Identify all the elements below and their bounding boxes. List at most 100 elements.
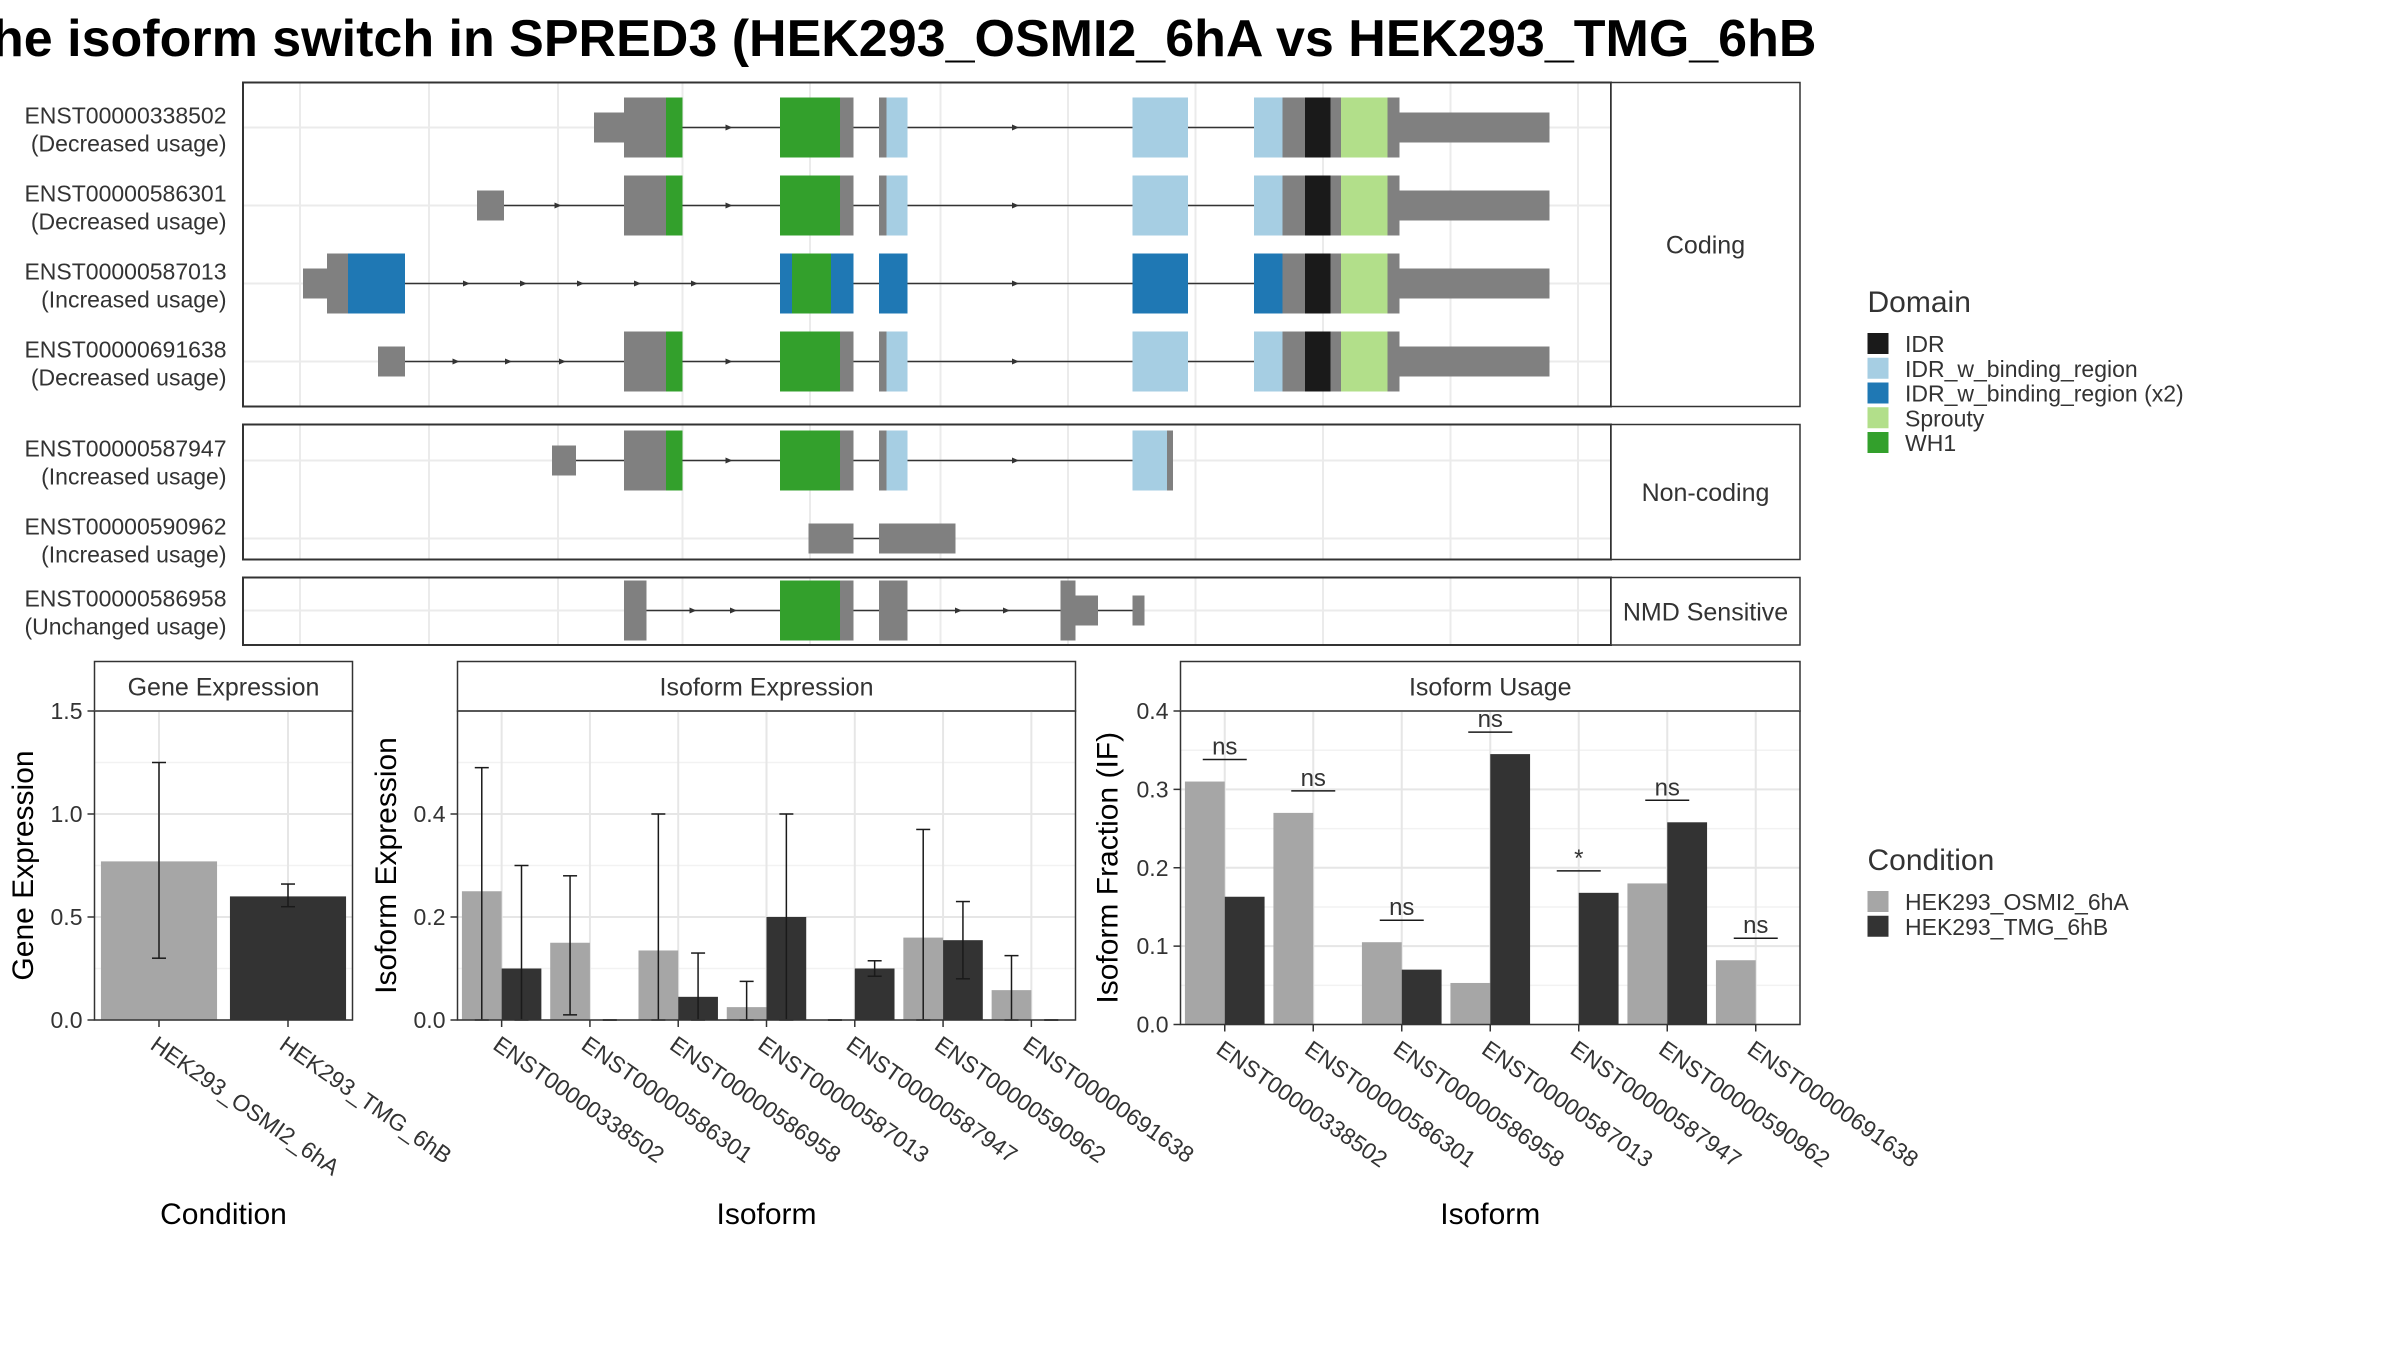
plot-frame	[456, 710, 1077, 1021]
legend-label: HEK293_OSMI2_6hA	[1905, 889, 2129, 915]
exon-block	[1387, 253, 1400, 314]
domain-block	[886, 175, 908, 236]
bar	[229, 896, 347, 1020]
exon-block	[1399, 346, 1550, 377]
domain-block	[780, 580, 840, 641]
isoform-id-label: ENST00000586301	[24, 181, 226, 207]
domain-block	[1305, 331, 1331, 392]
isoform-model	[477, 175, 1550, 236]
legend-swatch	[1867, 432, 1889, 453]
y-tick-label: 0.5	[51, 904, 83, 930]
exon-block	[879, 331, 887, 392]
intron-arrow	[730, 607, 737, 614]
exon-block	[378, 346, 405, 377]
domain-block	[666, 97, 683, 158]
intron-arrow	[955, 607, 962, 614]
domain-block	[780, 331, 840, 392]
bar	[854, 968, 895, 1020]
bar	[1715, 960, 1756, 1025]
exon-block	[1330, 175, 1341, 236]
exon-block	[1387, 175, 1400, 236]
domain-block	[1132, 97, 1188, 158]
bar	[1224, 896, 1265, 1025]
domain-block	[1132, 331, 1188, 392]
domain-block	[1254, 175, 1283, 236]
legend-swatch	[1867, 407, 1889, 429]
legend-label: Sprouty	[1905, 405, 1985, 431]
exon-block	[840, 430, 854, 491]
y-axis-title: Isoform Expression	[370, 737, 403, 994]
bar	[1667, 822, 1708, 1025]
exon-block	[879, 430, 887, 491]
intron-arrow	[1012, 124, 1019, 131]
isoform-model	[303, 253, 1550, 314]
isoform-usage-label: (Increased usage)	[41, 542, 226, 568]
exon-block	[1282, 175, 1305, 236]
significance-label: ns	[1478, 706, 1503, 733]
exon-block	[840, 175, 854, 236]
condition-legend-title: Condition	[1868, 844, 1995, 877]
exon-block	[1399, 268, 1550, 299]
domain-block	[1254, 97, 1283, 158]
intron-arrow	[725, 358, 733, 365]
intron-arrow	[725, 124, 733, 131]
domain-block	[886, 331, 908, 392]
chart-title-strip	[93, 660, 354, 712]
exon-block	[1399, 112, 1550, 143]
intron-arrow	[689, 607, 697, 614]
bar	[1273, 812, 1314, 1025]
significance-label: ns	[1212, 734, 1237, 761]
exon-block	[594, 112, 624, 143]
y-tick-label: 0.4	[1137, 698, 1169, 724]
intron-arrow	[505, 358, 512, 365]
isoform-usage-label: (Decreased usage)	[31, 131, 227, 157]
domain-block	[780, 430, 840, 491]
domain-block	[831, 253, 854, 314]
intron-arrow	[577, 280, 584, 287]
domain-block	[886, 430, 908, 491]
domain-block	[1132, 430, 1167, 491]
domain-block	[792, 253, 831, 314]
domain-block	[886, 97, 908, 158]
strip-box	[1610, 423, 1801, 561]
bar	[1627, 883, 1668, 1025]
significance-label: ns	[1743, 912, 1768, 939]
isoform-expression-chart: Isoform Expression0.00.20.4ENST000003385…	[370, 660, 1199, 1231]
domain-block	[1132, 253, 1188, 314]
legend-label: IDR	[1905, 331, 1945, 357]
significance-label: ns	[1655, 774, 1680, 801]
legend-swatch	[1867, 891, 1889, 912]
domain-block	[1341, 331, 1388, 392]
isoform-model	[552, 430, 1173, 491]
bar	[1401, 969, 1442, 1025]
exon-block	[624, 175, 666, 236]
intron-arrow	[1012, 358, 1019, 365]
intron-arrow	[1012, 202, 1019, 209]
intron-arrow	[1003, 607, 1010, 614]
legend-label: WH1	[1905, 430, 1956, 456]
exon-block	[1282, 253, 1305, 314]
exon-block	[1075, 595, 1098, 626]
isoform-id-label: ENST00000590962	[24, 514, 226, 540]
isoform-usage-chart: Isoform Usage0.00.10.20.30.4nsENST000003…	[1092, 660, 1923, 1231]
exon-block	[1330, 331, 1341, 392]
exon-block	[624, 97, 666, 158]
x-axis-title: Isoform	[1440, 1198, 1540, 1231]
y-tick-label: 0.1	[1137, 933, 1169, 959]
strip-label: NMD Sensitive	[1623, 598, 1788, 626]
isoform-usage-label: (Increased usage)	[41, 287, 226, 313]
legends: Domain IDRIDR_w_binding_regionIDR_w_bindi…	[1867, 286, 2184, 940]
isoform-model	[624, 580, 1145, 641]
intron-arrow	[725, 457, 733, 464]
y-tick-label: 0.2	[414, 904, 446, 930]
exon-block	[624, 430, 666, 491]
domain-block	[1305, 253, 1331, 314]
domain-block	[1341, 253, 1388, 314]
x-axis-title: Condition	[160, 1198, 287, 1231]
isoform-usage-label: (Decreased usage)	[31, 209, 227, 235]
domain-block	[348, 253, 405, 314]
exon-block	[1330, 253, 1341, 314]
